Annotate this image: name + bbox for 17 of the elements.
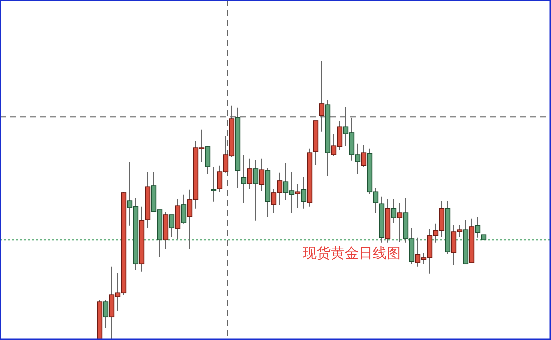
candlestick [397, 202, 403, 243]
candlestick [247, 158, 253, 190]
candlestick [103, 300, 109, 329]
candlestick [391, 198, 397, 224]
candlestick [475, 216, 481, 238]
candlestick [175, 198, 181, 240]
candlestick [241, 154, 247, 204]
candlestick [253, 160, 259, 222]
candlestick [211, 166, 217, 202]
candlestick [259, 158, 265, 192]
candlestick [301, 176, 307, 210]
candlestick [205, 146, 211, 174]
candlestick [361, 144, 367, 168]
candlestick [295, 184, 301, 209]
candlestick [181, 194, 187, 224]
annotation: 现货黄金日线图 [303, 246, 401, 262]
candlestick [169, 214, 175, 238]
